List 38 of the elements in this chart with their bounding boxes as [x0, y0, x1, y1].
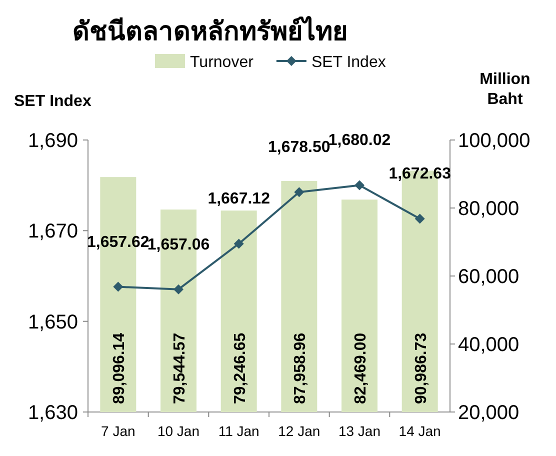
data-label: 79,544.57 — [172, 332, 188, 404]
y2-axis-title: Million Baht — [480, 71, 530, 108]
data-label: 1,678.50 — [268, 139, 330, 156]
data-label: 1,672.63 — [388, 166, 452, 183]
y-tick-label: 1,630 — [28, 402, 78, 424]
x-tick-label: 14 Jan — [398, 423, 441, 439]
x-tick-label: 10 Jan — [157, 423, 200, 439]
data-label: 1,657.62 — [87, 234, 150, 251]
y2-tick-label: 20,000 — [458, 402, 520, 424]
chart-title: ดัชนีตลาดหลักทรัพย์ไทย — [72, 15, 348, 46]
x-tick-label: 12 Jan — [278, 423, 320, 439]
point — [234, 238, 244, 249]
point — [174, 284, 184, 294]
y2-tick-label: 100,000 — [458, 130, 530, 152]
data-label: 90,986.73 — [412, 332, 430, 404]
legend-label: SET Index — [311, 54, 386, 71]
point — [113, 282, 124, 292]
data-label: 1,680.02 — [328, 132, 391, 150]
y2-tick-label: 40,000 — [458, 334, 520, 356]
x-tick-label: 7 Jan — [101, 423, 136, 439]
data-label: 79,246.65 — [232, 332, 249, 404]
point — [354, 180, 364, 190]
y2-tick-label: 60,000 — [458, 266, 520, 288]
y-tick-label: 1,670 — [28, 220, 78, 243]
y-tick-label: 1,650 — [28, 311, 78, 334]
x-tick-label: 13 Jan — [338, 423, 381, 439]
y-axis-title: SET Index — [14, 93, 92, 110]
point — [414, 214, 425, 224]
y2-tick-label: 80,000 — [458, 198, 520, 220]
data-label: 89,096.14 — [111, 332, 128, 404]
x-tick-label: 11 Jan — [218, 423, 260, 439]
data-label: 87,958.96 — [292, 332, 310, 404]
y-tick-label: 1,690 — [28, 130, 78, 152]
point — [294, 187, 304, 198]
data-label: 1,667.12 — [208, 190, 270, 208]
data-label: 1,657.06 — [147, 236, 210, 254]
legend-label: Turnover — [190, 54, 254, 71]
data-label: 82,469.00 — [352, 332, 370, 404]
